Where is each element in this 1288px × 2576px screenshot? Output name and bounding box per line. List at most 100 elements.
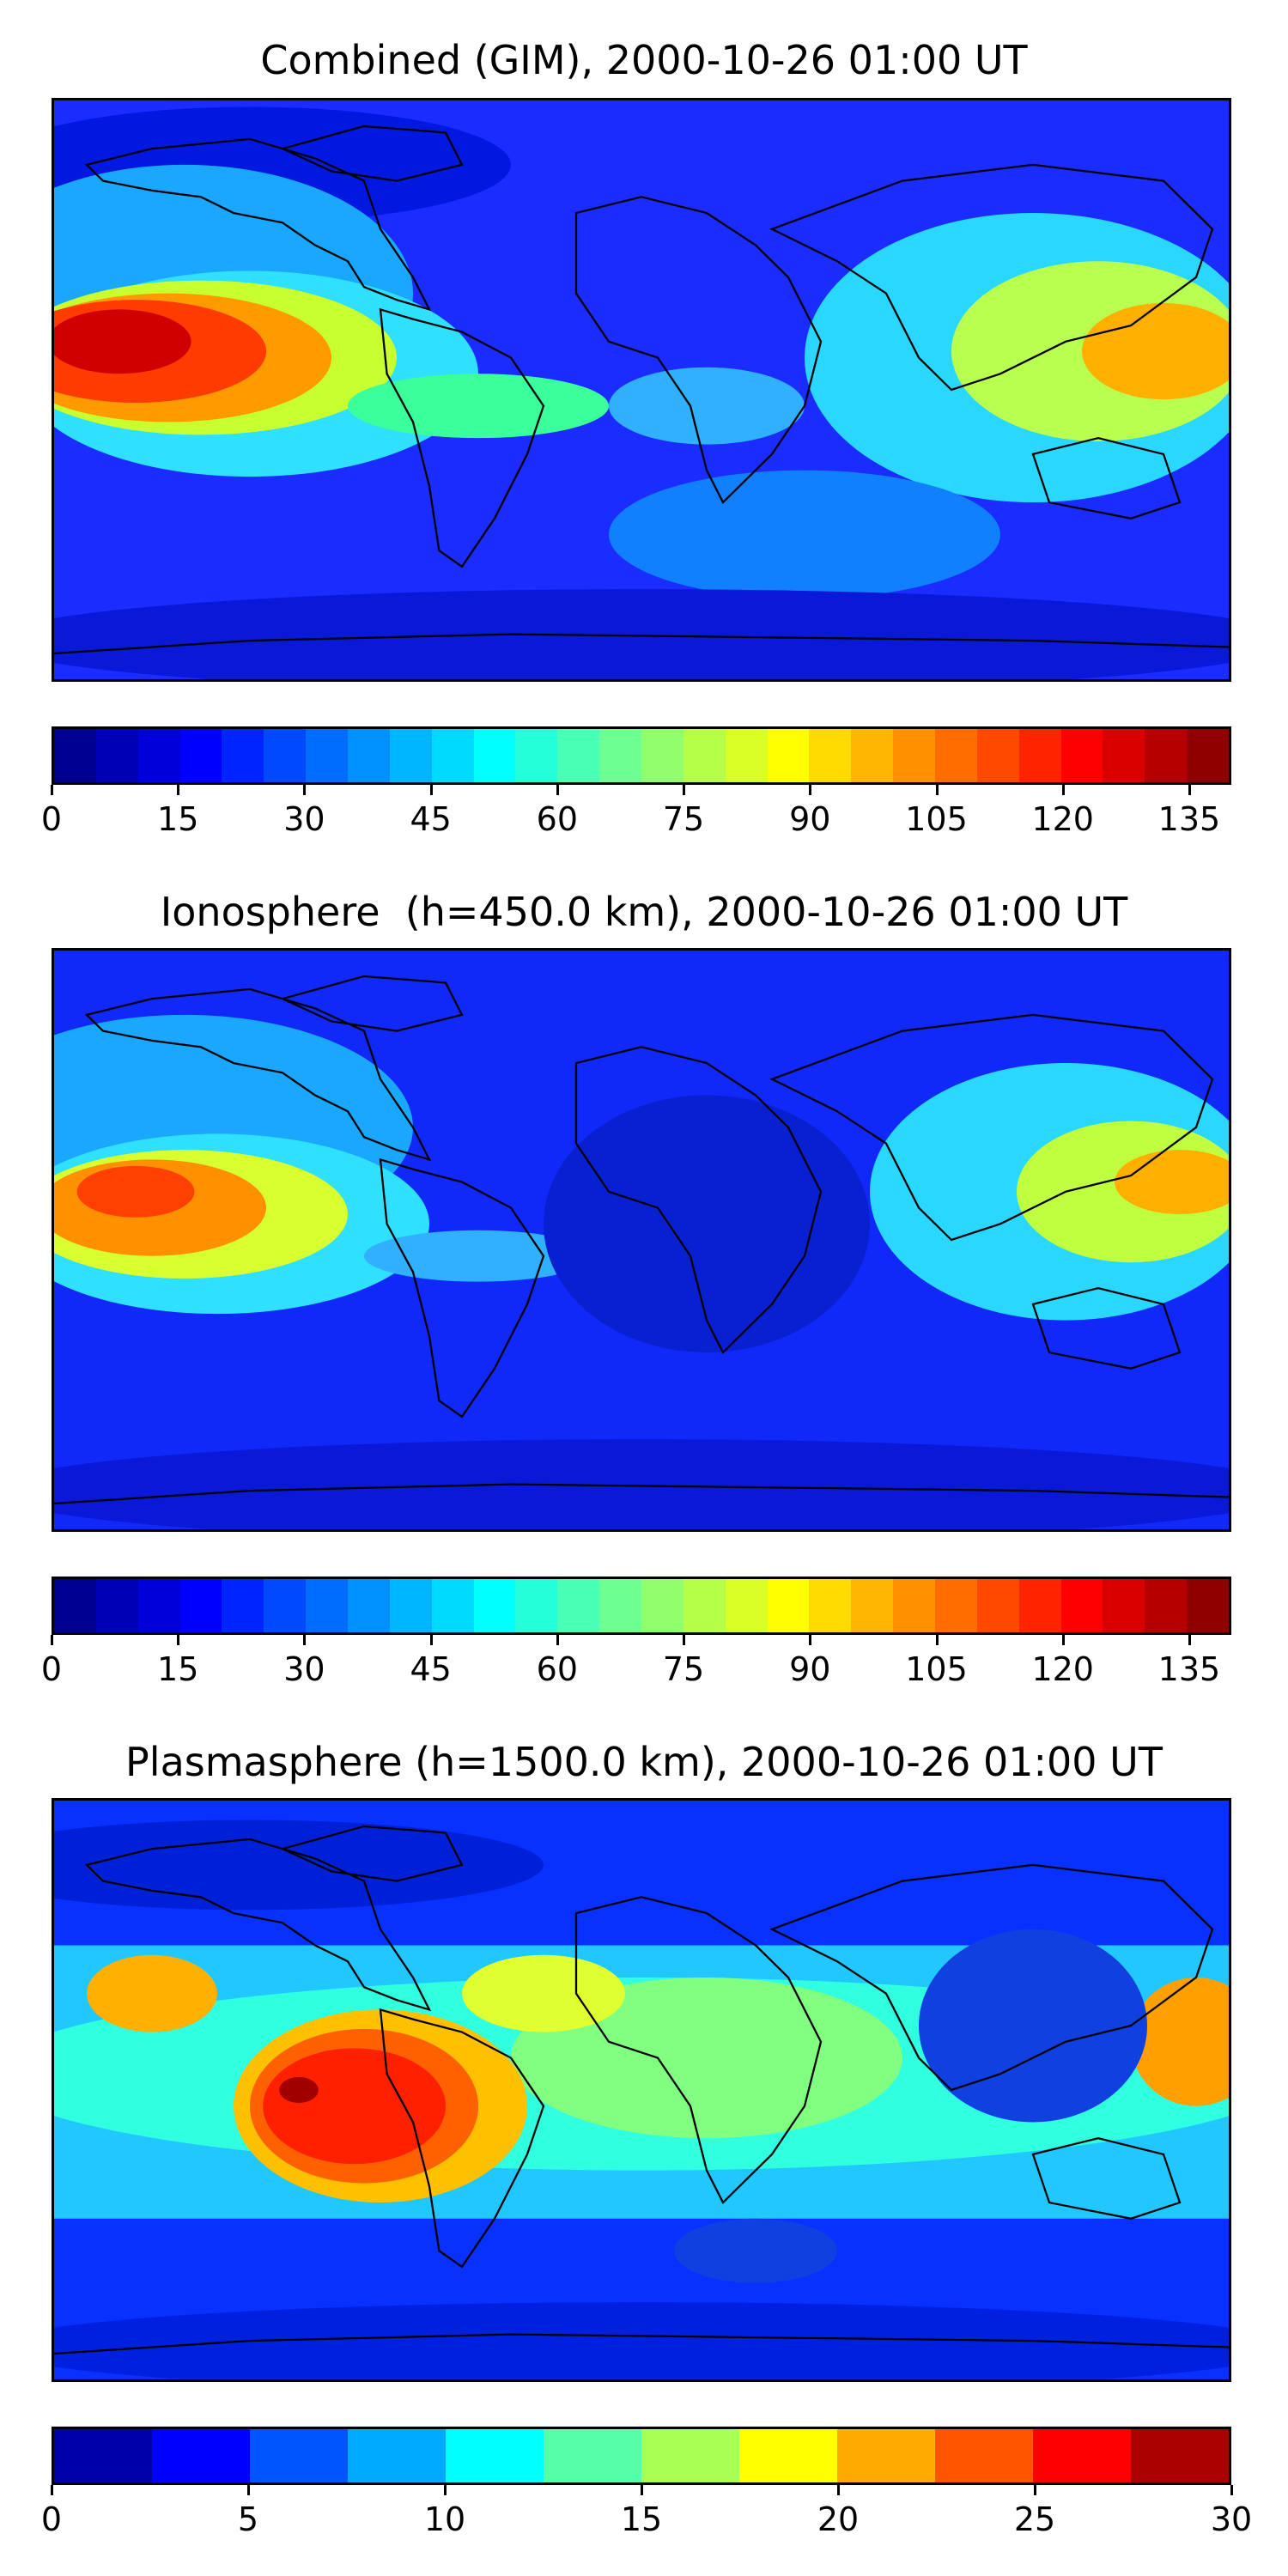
colorbar-segment (641, 729, 683, 782)
colorbar-segment (431, 1579, 474, 1632)
colorbar-tick-mark (1188, 1635, 1191, 1645)
colorbar-segment (599, 729, 642, 782)
colorbar-segment (683, 1579, 726, 1632)
colorbar-segment (95, 1579, 138, 1632)
colorbar-segment (1018, 729, 1061, 782)
map-plasmasphere (52, 1798, 1231, 2382)
colorbar-tick-label: 120 (1031, 800, 1094, 838)
colorbar-plasmasphere (52, 2427, 1231, 2485)
colorbar-tick-label: 15 (157, 800, 199, 838)
colorbar-segment (725, 729, 768, 782)
colorbar-ticks-combined: 0 15 30 45 60 75 90 105 120 135 (41, 785, 1231, 838)
colorbar-tick-mark (51, 1635, 53, 1645)
colorbar-tick-label: 30 (283, 1650, 325, 1688)
colorbar-tick-label: 135 (1157, 800, 1221, 838)
colorbar-segment (152, 2429, 250, 2482)
colorbar-segment (473, 1579, 516, 1632)
colorbar-tick-label: 45 (410, 1650, 452, 1688)
colorbar-tick-label: 30 (283, 800, 325, 838)
colorbar-segment (725, 1579, 768, 1632)
colorbar-segment (431, 729, 474, 782)
colorbar-segment (446, 2429, 544, 2482)
colorbar-segment (1131, 2429, 1229, 2482)
colorbar-tick-mark (177, 1635, 180, 1645)
colorbar-segment (54, 729, 96, 782)
colorbar-segment (1145, 1579, 1188, 1632)
colorbar-ticks-plasmasphere: 0 5 10 15 20 25 30 (41, 2485, 1252, 2538)
colorbar-segment (599, 1579, 642, 1632)
coastlines (54, 975, 1229, 1505)
colorbar-segment (348, 1579, 390, 1632)
colorbar-tick-label: 15 (157, 1650, 199, 1688)
colorbar-segment (1145, 729, 1188, 782)
colorbar-segment (515, 729, 558, 782)
colorbar-segment (837, 2429, 935, 2482)
colorbar-segment (1103, 729, 1145, 782)
colorbar-segment (306, 729, 349, 782)
colorbar-tick-mark (837, 2485, 840, 2495)
colorbar-segment (54, 2429, 152, 2482)
colorbar-segment (557, 1579, 600, 1632)
colorbar-segment (179, 729, 222, 782)
colorbar-tick-label: 105 (905, 800, 968, 838)
map-combined (52, 98, 1231, 682)
colorbar-tick-label: 60 (536, 1650, 579, 1688)
colorbar-tick-label: 30 (1210, 2500, 1253, 2538)
colorbar-segment (641, 1579, 683, 1632)
colorbar-ticks-ionosphere: 0 15 30 45 60 75 90 105 120 135 (41, 1635, 1231, 1688)
colorbar-tick-label: 15 (620, 2500, 663, 2538)
colorbar-tick-label: 75 (662, 800, 705, 838)
colorbar-segment (1187, 729, 1229, 782)
colorbar-segment (976, 729, 1019, 782)
colorbar-tick-mark (683, 785, 686, 795)
colorbar-segment (557, 729, 600, 782)
colorbar-tick-mark (429, 785, 433, 795)
colorbar-segment (515, 1579, 558, 1632)
colorbar-segment (348, 729, 390, 782)
colorbar-tick-label: 0 (40, 2500, 63, 2538)
colorbar-tick-mark (683, 1635, 686, 1645)
colorbar-segment (54, 1579, 96, 1632)
map-svg (54, 100, 1229, 679)
colorbar-tick-mark (935, 1635, 939, 1645)
colorbar-tick-label: 10 (423, 2500, 466, 2538)
colorbar-tick-mark (1230, 2485, 1233, 2495)
panel-title-combined: Combined (GIM), 2000-10-26 01:00 UT (260, 37, 1028, 83)
colorbar-tick-mark (303, 785, 307, 795)
colorbar-segment (851, 729, 894, 782)
colorbar-segment (1103, 1579, 1145, 1632)
colorbar-segment (809, 729, 852, 782)
colorbar-tick-mark (556, 785, 559, 795)
colorbar-segment (767, 1579, 810, 1632)
colorbar-segment (739, 2429, 837, 2482)
colorbar-tick-label: 0 (40, 1650, 63, 1688)
colorbar-tick-label: 75 (662, 1650, 705, 1688)
colorbar-tick-mark (1188, 785, 1191, 795)
colorbar-segment (264, 729, 307, 782)
colorbar-segment (389, 1579, 432, 1632)
colorbar-segment (767, 729, 810, 782)
colorbar-tick-label: 90 (789, 1650, 831, 1688)
colorbar-segment (1018, 1579, 1061, 1632)
colorbar-tick-mark (1061, 1635, 1065, 1645)
colorbar-tick-label: 90 (789, 800, 831, 838)
map-svg (54, 951, 1229, 1529)
colorbar-segment (1033, 2429, 1131, 2482)
colorbar-tick-label: 25 (1013, 2500, 1056, 2538)
colorbar-segment (809, 1579, 852, 1632)
colorbar-segment (264, 1579, 307, 1632)
colorbar-segment (1060, 729, 1103, 782)
colorbar-tick-mark (809, 785, 812, 795)
colorbar-tick-mark (247, 2485, 250, 2495)
colorbar-segment (935, 2429, 1033, 2482)
colorbar-combined (52, 726, 1231, 785)
colorbar-tick-mark (641, 2485, 643, 2495)
colorbar-tick-label: 120 (1031, 1650, 1094, 1688)
colorbar-tick-label: 60 (536, 800, 579, 838)
colorbar-segment (473, 729, 516, 782)
colorbar-segment (851, 1579, 894, 1632)
colorbar-tick-mark (51, 785, 53, 795)
colorbar-segment (95, 729, 138, 782)
colorbar-segment (683, 729, 726, 782)
colorbar-segment (893, 1579, 936, 1632)
